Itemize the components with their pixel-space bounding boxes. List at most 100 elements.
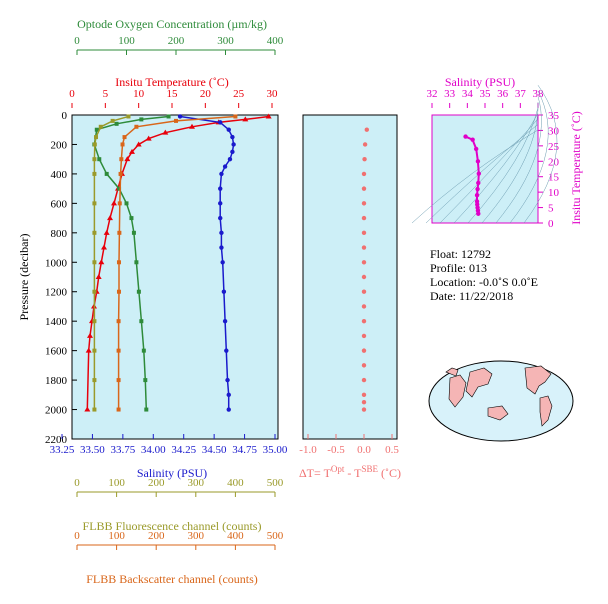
series-point-fluorescence [126, 114, 131, 119]
ts-density-contour [453, 113, 539, 224]
ts-temp-tick-label: 25 [548, 141, 560, 153]
series-point-delta [361, 407, 367, 412]
series-point-delta [361, 348, 367, 353]
series-point-salinity [218, 201, 223, 206]
pressure-tick-label: 2000 [45, 405, 68, 417]
series-point-salinity [177, 114, 183, 119]
temperature-tick-label: 15 [167, 88, 179, 100]
ts-density-contour [467, 107, 539, 224]
series-point-fluorescence [92, 407, 97, 412]
pressure-tick-label: 1600 [45, 346, 68, 358]
ts-salinity-tick-label: 37 [515, 88, 527, 100]
ts-temp-tick-label: 10 [548, 187, 560, 199]
series-point-salinity [230, 149, 235, 155]
series-point-oxygen [166, 114, 171, 119]
oxygen-tick-label: 300 [217, 35, 234, 47]
series-point-temperature [101, 244, 107, 250]
fluorescence-tick-label: 300 [188, 477, 205, 489]
fluorescence-tick-label: 500 [267, 477, 284, 489]
series-point-backscatter [117, 201, 122, 206]
series-point-temperature [95, 274, 102, 279]
series-point-temperature [85, 347, 92, 353]
series-point-backscatter [134, 124, 139, 129]
series-point-oxygen [136, 289, 141, 294]
series-point-backscatter [174, 118, 178, 123]
ts-temperature-title: Insitu Temperature (˚C) [569, 111, 583, 225]
salinity-tick-label: 34.00 [141, 444, 166, 456]
series-line-ts [465, 135, 480, 214]
series-point-fluorescence [92, 260, 97, 265]
series-point-backscatter [118, 171, 123, 176]
delta-tick-label: -0.5 [327, 444, 345, 456]
series-point-temperature [107, 215, 113, 221]
delta-title-mid: - T [344, 466, 362, 480]
delta-tick-label: -1.0 [299, 444, 317, 456]
series-point-salinity [224, 348, 229, 353]
salinity-tick-label: 34.25 [171, 444, 196, 456]
temperature-tick-label: 25 [233, 88, 245, 100]
temperature-tick-label: 0 [69, 88, 75, 100]
ts-salinity-tick-label: 33 [444, 88, 456, 100]
series-point-oxygen [131, 230, 136, 235]
series-point-backscatter [117, 230, 122, 235]
series-point-temperature [124, 156, 131, 162]
salinity-axis: Salinity (PSU) 33.25 33.50 33.75 34.00 34.25… [50, 434, 288, 480]
series-point-oxygen [141, 348, 146, 353]
series-point-delta [361, 201, 367, 206]
series-point-delta [361, 363, 367, 368]
series-point-salinity [226, 127, 231, 132]
world-map [428, 360, 574, 442]
ts-salinity-title: Salinity (PSU) [445, 75, 515, 89]
pressure-axis: Pressure (decibar) 0 200 400 600 800 1000 1200… [17, 110, 77, 446]
ts-salinity-tick-label: 35 [480, 88, 492, 100]
oxygen-tick-label: 100 [118, 35, 135, 47]
series-point-salinity [226, 407, 231, 412]
series-point-fluorescence [92, 142, 97, 147]
oxygen-axis-title: Optode Oxygen Concentration (µm/kg) [77, 17, 267, 31]
salinity-tick-label: 33.75 [110, 444, 135, 456]
series-point-fluorescence [92, 171, 97, 176]
oxygen-axis: Optode Oxygen Concentration (µm/kg) 0 100… [74, 17, 284, 55]
series-point-backscatter [116, 378, 121, 383]
series-point-backscatter [116, 260, 121, 265]
pressure-tick-label: 1000 [45, 257, 68, 269]
pressure-tick-label: 200 [51, 139, 68, 151]
ts-temp-tick-label: 30 [548, 125, 560, 137]
series-point-backscatter [116, 348, 121, 353]
series-point-temperature [98, 259, 105, 265]
series-point-temperature [103, 229, 110, 235]
ts-density-contour [481, 101, 539, 224]
ts-density-contour [411, 129, 539, 224]
series-point-salinity [218, 186, 223, 191]
delta-title-suffix: (˚C) [378, 466, 401, 480]
series-point-temperature [111, 200, 117, 206]
map-land-europe [445, 367, 459, 377]
series-point-salinity [220, 260, 225, 265]
temperature-tick-label: 5 [103, 88, 109, 100]
series-point-oxygen [117, 186, 122, 191]
fluorescence-tick-label: 0 [74, 477, 80, 489]
fluorescence-axis: FLBB Fluorescence channel (counts) 0 100 2… [74, 477, 284, 533]
series-point-backscatter [116, 289, 121, 294]
map-land-north-america [524, 365, 552, 395]
series-point-salinity [230, 134, 235, 140]
pressure-tick-label: 1400 [45, 316, 68, 328]
series-point-temperature [242, 116, 249, 122]
series-point-oxygen [129, 216, 134, 221]
series-point-fluorescence [92, 289, 97, 294]
series-point-oxygen [134, 260, 139, 265]
backscatter-tick-label: 200 [148, 530, 165, 542]
series-point-delta [361, 245, 367, 250]
temperature-tick-label: 20 [200, 88, 212, 100]
series-point-delta [361, 377, 367, 383]
series-point-temperature [135, 141, 142, 147]
map-land-asia [465, 367, 493, 398]
backscatter-tick-label: 500 [267, 530, 284, 542]
fluorescence-tick-label: 400 [227, 477, 244, 489]
series-point-fluorescence [94, 135, 99, 140]
info-date: Date: 11/22/2018 [430, 289, 513, 303]
ts-axes: Salinity (PSU) Insitu Temperature (˚C) 3… [411, 75, 583, 230]
backscatter-axis: FLBB Backscatter channel (counts) 0 100 20… [74, 530, 284, 586]
